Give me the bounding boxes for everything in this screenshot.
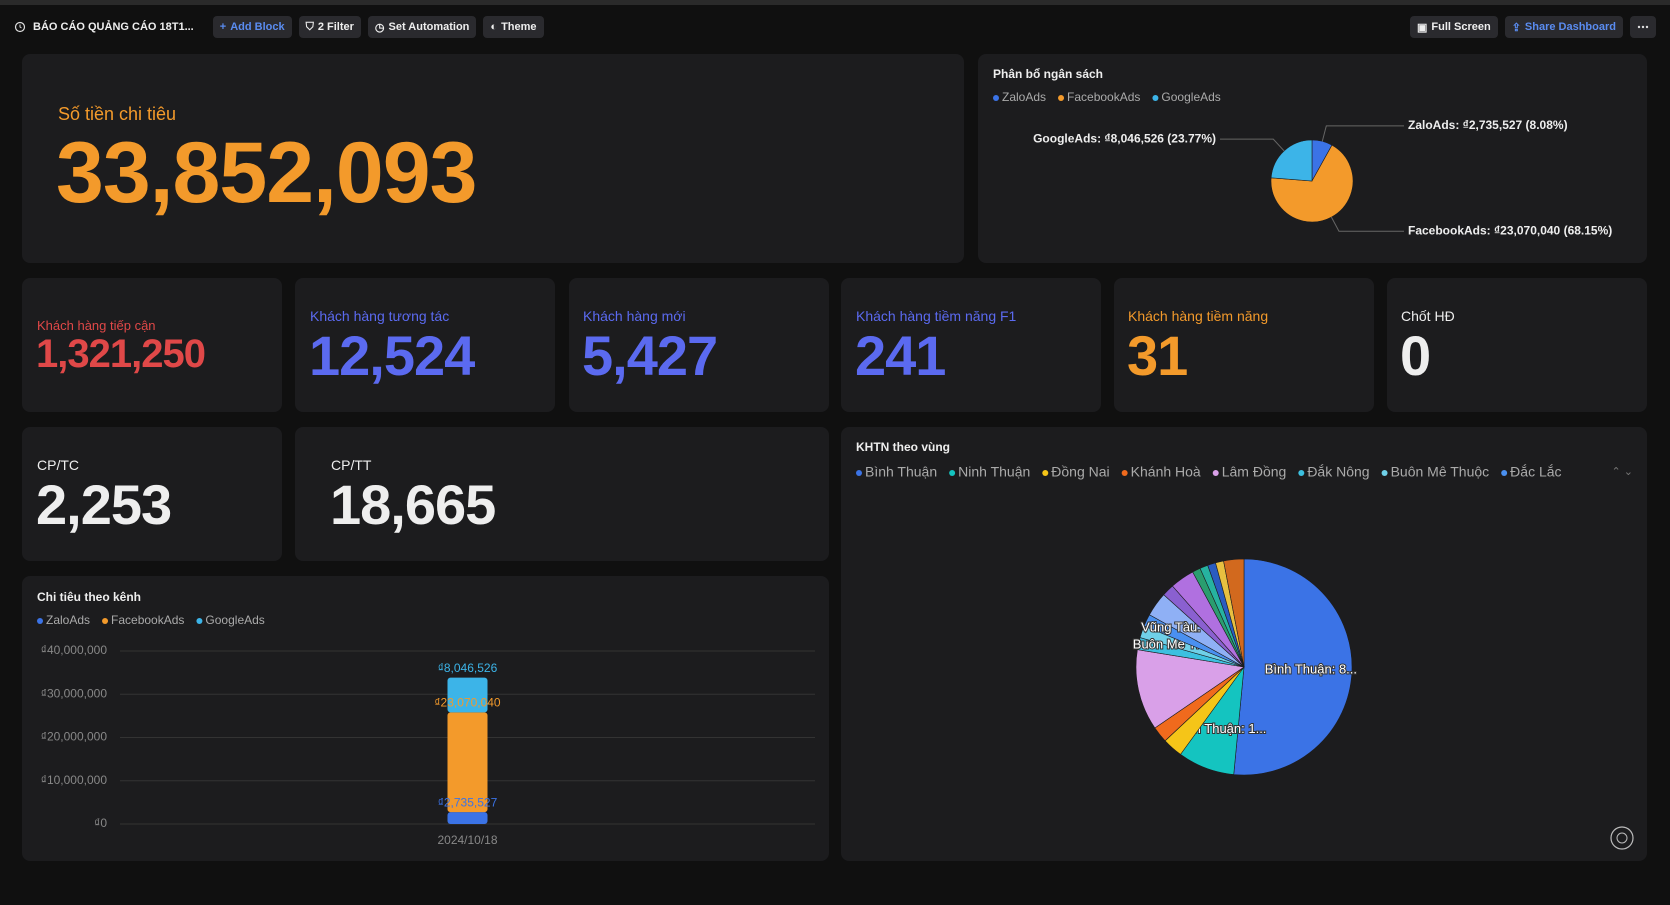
kpi-card: Khách hàng tiếp cận 1,321,250 xyxy=(22,278,282,412)
add-block-button[interactable]: + Add Block xyxy=(212,16,292,38)
kpi-value: 0 xyxy=(1400,324,1431,387)
spend-value: 33,852,093 xyxy=(56,125,477,221)
budget-card xyxy=(978,54,1647,263)
kpi-value: 5,427 xyxy=(582,324,718,387)
kpi-card: Khách hàng tiềm năng 31 xyxy=(1114,278,1374,412)
kpi-label: Khách hàng tiềm năng F1 xyxy=(856,308,1017,324)
clock-icon xyxy=(14,21,26,33)
spend-label: Số tiền chi tiêu xyxy=(58,104,177,124)
channel-card xyxy=(22,576,829,861)
help-icon[interactable] xyxy=(1609,825,1635,851)
kpi-card: Khách hàng tương tác 12,524 xyxy=(295,278,555,412)
theme-button[interactable]: ◐ Theme xyxy=(483,16,544,38)
ratio-value: 18,665 xyxy=(330,473,496,536)
kpi-label: Khách hàng tương tác xyxy=(310,308,450,324)
legend-scroll[interactable]: ⌃ ⌄ xyxy=(1611,466,1634,478)
toolbar-left: BÁO CÁO QUẢNG CÁO 18T1... + Add Block ⛉ 2 … xyxy=(14,16,544,38)
share-button[interactable]: ⇪ Share Dashboard xyxy=(1504,16,1623,38)
top-border xyxy=(0,0,1670,5)
button-label: 2 Filter xyxy=(317,21,354,33)
ratio-card: CP/TC 2,253 xyxy=(22,427,282,561)
button-label: Theme xyxy=(501,21,537,33)
region-card: ⌃ ⌄ xyxy=(841,427,1647,861)
automation-button[interactable]: ◷ Set Automation xyxy=(367,16,477,38)
button-label: Add Block xyxy=(230,21,285,33)
kpi-value: 31 xyxy=(1127,324,1188,387)
kpi-value: 12,524 xyxy=(309,324,475,387)
kpi-value: 1,321,250 xyxy=(36,332,206,376)
kpi-card: Khách hàng tiềm năng F1 241 xyxy=(841,278,1101,412)
more-button[interactable] xyxy=(1630,16,1656,38)
kpi-label: Khách hàng tiếp cận xyxy=(37,318,156,333)
kpi-card: Khách hàng mới 5,427 xyxy=(569,278,829,412)
button-label: Share Dashboard xyxy=(1524,21,1616,33)
kpi-card: Chốt HĐ 0 xyxy=(1387,278,1647,412)
kpi-label: Khách hàng mới xyxy=(583,308,686,324)
filter-button[interactable]: ⛉ 2 Filter xyxy=(298,16,361,38)
kpi-label: Chốt HĐ xyxy=(1401,308,1455,324)
button-label: Full Screen xyxy=(1431,21,1491,33)
kpi-label: Khách hàng tiềm năng xyxy=(1128,308,1269,324)
kpi-value: 241 xyxy=(855,324,946,387)
button-label: Set Automation xyxy=(388,21,470,33)
ratio-label: CP/TC xyxy=(37,457,79,473)
ratio-label: CP/TT xyxy=(331,457,372,473)
dashboard-title[interactable]: BÁO CÁO QUẢNG CÁO 18T1... xyxy=(33,21,194,33)
toolbar-right: ▣ Full Screen ⇪ Share Dashboard xyxy=(1409,16,1656,38)
ratio-card: CP/TT 18,665 xyxy=(295,427,829,561)
ratio-value: 2,253 xyxy=(36,473,172,536)
full-screen-button[interactable]: ▣ Full Screen xyxy=(1409,16,1498,38)
spend-card: Số tiền chi tiêu 33,852,093 xyxy=(22,54,964,263)
